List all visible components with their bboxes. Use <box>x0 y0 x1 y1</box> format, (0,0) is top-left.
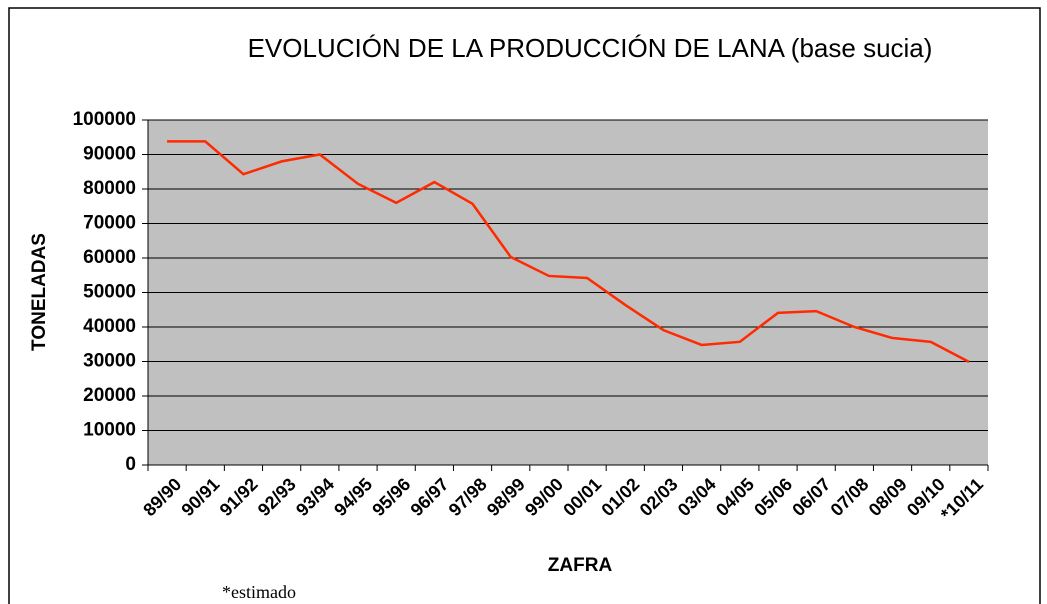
x-tick-label: 89/90 <box>139 474 185 520</box>
x-tick-label: 08/09 <box>865 474 911 520</box>
x-tick-label: 07/08 <box>827 474 873 520</box>
x-tick-label: 02/03 <box>636 474 682 520</box>
y-tick-label: 0 <box>125 454 136 475</box>
x-tick-label: 98/99 <box>483 474 529 520</box>
y-tick-label: 30000 <box>83 351 136 372</box>
y-tick-label: 100000 <box>73 109 136 130</box>
x-tick-label: 99/00 <box>521 474 567 520</box>
y-tick-label: 80000 <box>83 178 136 199</box>
x-tick-label: 92/93 <box>254 474 300 520</box>
y-tick-label: 60000 <box>83 247 136 268</box>
y-axis-label: TONELADAS <box>29 233 50 351</box>
x-tick-label: 91/92 <box>216 474 262 520</box>
x-tick-label: 00/01 <box>559 474 605 520</box>
chart-title: EVOLUCIÓN DE LA PRODUCCIÓN DE LANA (base… <box>248 33 933 63</box>
x-tick-label: 94/95 <box>330 474 376 520</box>
x-tick-label: 96/97 <box>407 474 453 520</box>
y-tick-label: 10000 <box>83 420 136 441</box>
x-tick-label: 05/06 <box>750 474 796 520</box>
x-tick-label: 95/96 <box>368 474 414 520</box>
x-tick-label: *10/11 <box>937 474 987 524</box>
x-tick-label: 03/04 <box>674 474 720 520</box>
x-tick-label: 06/07 <box>788 474 834 520</box>
y-tick-label: 40000 <box>83 316 136 337</box>
y-tick-label: 50000 <box>83 282 136 303</box>
x-tick-label: 90/91 <box>177 474 223 520</box>
y-tick-label: 20000 <box>83 385 136 406</box>
x-tick-label: 04/05 <box>712 474 758 520</box>
note: *estimado <box>222 582 296 602</box>
data-line <box>167 140 970 363</box>
x-axis-label: ZAFRA <box>548 555 613 576</box>
x-tick-label: 97/98 <box>445 474 491 520</box>
y-tick-label: 70000 <box>83 213 136 234</box>
frame <box>8 7 1041 604</box>
y-tick-label: 90000 <box>83 144 136 165</box>
x-tick-label: 01/02 <box>597 474 643 520</box>
x-tick-label: 93/94 <box>292 474 338 520</box>
